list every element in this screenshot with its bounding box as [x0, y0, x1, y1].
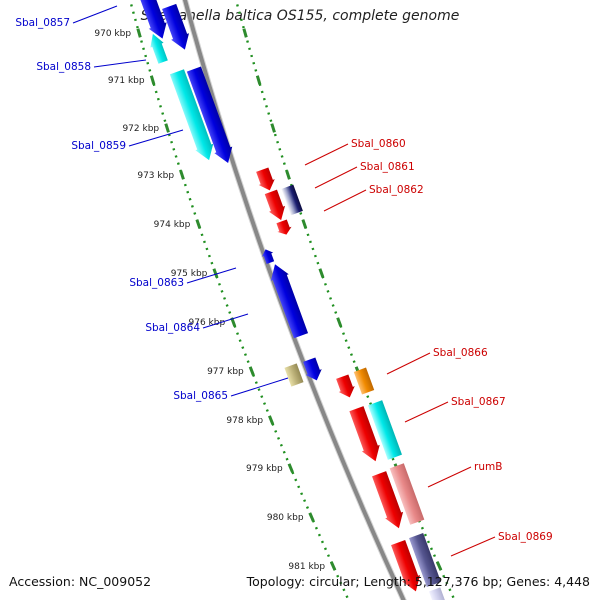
kbp-tick-mark — [285, 170, 291, 180]
gene-arrow-sbal-0858 — [150, 33, 168, 64]
gene-callout-left — [202, 313, 249, 329]
kbp-label: 979 kbp — [246, 464, 283, 474]
gene-arrow-sbal-0866b — [336, 374, 355, 398]
kbp-tick-mark — [255, 75, 262, 85]
gene-label-right: Sbal_0862 — [369, 184, 424, 196]
gene-callout-right — [304, 143, 349, 166]
kbp-label: 981 kbp — [288, 562, 325, 572]
gene-label-left: Sbal_0858 — [36, 61, 91, 73]
gene-label-left: Sbal_0864 — [145, 322, 200, 334]
gene-arrow-sbal-0869 — [409, 533, 441, 587]
kbp-tick-mark — [329, 561, 337, 571]
gene-arrow-sbal-0865b — [303, 357, 322, 381]
gene-label-left: Sbal_0859 — [71, 140, 126, 152]
gene-label-left: Sbal_0865 — [173, 390, 228, 402]
kbp-tick-mark — [164, 123, 170, 133]
kbp-label: 975 kbp — [171, 269, 208, 279]
gene-arrow-sbal-0867 — [368, 400, 402, 460]
gene-arrow-sbal-0861 — [264, 189, 286, 221]
gene-arrow-sbal-0863 — [261, 249, 275, 264]
kbp-tick-mark — [336, 317, 343, 327]
gene-arrow-sbal-0862b — [276, 219, 292, 235]
gene-arrow-rumb — [389, 463, 425, 525]
map-title: Shewanella baltica OS155, complete genom… — [140, 8, 460, 24]
gene-arrow-rumb-b — [372, 471, 404, 529]
kbp-tick-mark — [318, 268, 325, 278]
kbp-label: 973 kbp — [137, 171, 174, 181]
gene-arrow-sbal-0869b — [391, 540, 421, 592]
gene-callout-left — [186, 267, 237, 284]
gene-callout-right — [323, 189, 367, 212]
gene-callout-left — [128, 129, 184, 147]
scale-line-inner — [128, 0, 350, 600]
gene-callout-right — [404, 401, 449, 423]
kbp-label: 970 kbp — [94, 29, 131, 39]
gene-arrow-sbal-0866 — [353, 367, 375, 395]
scale-line-outer — [234, 0, 456, 600]
kbp-label: 977 kbp — [207, 367, 244, 377]
gene-label-right: rumB — [474, 461, 502, 473]
kbp-tick-mark — [308, 512, 315, 522]
kbp-tick-mark — [435, 561, 443, 571]
gene-label-left: Sbal_0857 — [15, 17, 70, 29]
accession-text: Accession: NC_009052 — [9, 574, 152, 589]
gene-callout-left — [93, 59, 147, 68]
kbp-label: 971 kbp — [108, 76, 145, 86]
genome-summary-text: Topology: circular; Length: 5,127,376 bp… — [246, 574, 590, 589]
kbp-tick-mark — [270, 123, 276, 133]
gene-label-left: Sbal_0863 — [129, 277, 184, 289]
gene-arrow-sbal-0857 — [140, 0, 167, 39]
kbp-tick-mark — [136, 28, 142, 38]
gene-label-right: Sbal_0867 — [451, 396, 506, 408]
gene-label-right: Sbal_0869 — [498, 531, 553, 543]
gene-arrow-sbal-0860 — [256, 167, 275, 191]
gene-callout-left — [230, 377, 289, 397]
kbp-label: 974 kbp — [154, 220, 191, 230]
kbp-tick-mark — [301, 219, 308, 229]
kbp-label: 980 kbp — [267, 513, 304, 523]
kbp-label: 978 kbp — [226, 416, 263, 426]
gene-callout-right — [314, 166, 358, 189]
kbp-tick-mark — [212, 268, 219, 278]
kbp-tick-mark — [242, 28, 248, 38]
gene-callout-left — [72, 5, 118, 24]
kbp-tick-mark — [149, 75, 156, 85]
gene-arrow-sbal-0862 — [281, 184, 303, 216]
gene-label-right: Sbal_0866 — [433, 347, 488, 359]
kbp-tick-mark — [248, 366, 255, 376]
kbp-label: 972 kbp — [122, 124, 159, 134]
kbp-tick-mark — [268, 415, 275, 425]
gene-arrow-sbal-0859 — [169, 69, 214, 161]
kbp-tick-mark — [195, 219, 202, 229]
gene-label-right: Sbal_0860 — [351, 138, 406, 150]
gene-arrow-sbal-0865 — [284, 363, 304, 387]
gene-arrow-sbal-0859b — [186, 66, 233, 163]
gene-arrow-sbal-0864 — [270, 264, 309, 339]
gene-label-right: Sbal_0861 — [360, 161, 415, 173]
gene-arrow-sbal-0869c — [428, 587, 446, 600]
kbp-label: 976 kbp — [189, 318, 226, 328]
kbp-tick-mark — [287, 463, 294, 473]
gene-callout-right — [386, 352, 431, 375]
gene-callout-right — [450, 536, 496, 557]
kbp-tick-mark — [179, 170, 185, 180]
gene-arrow-sbal-0857b — [162, 3, 190, 50]
gene-callout-right — [427, 466, 472, 488]
gene-arrow-sbal-0867b — [349, 406, 380, 462]
